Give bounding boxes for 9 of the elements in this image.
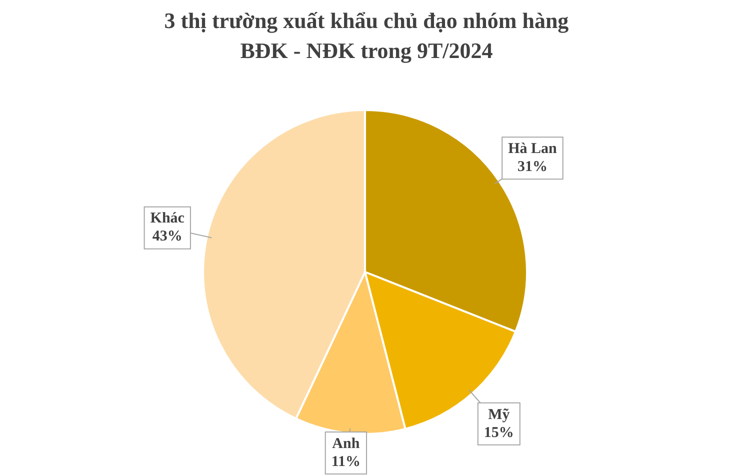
slice-label: Hà Lan xyxy=(508,141,558,158)
slice-label: Anh xyxy=(332,436,360,452)
data-label: 31% xyxy=(517,159,548,176)
data-label: 15% xyxy=(484,424,514,441)
data-label: 11% xyxy=(331,454,361,470)
data-label: 43% xyxy=(152,228,182,245)
slice-label: Mỹ xyxy=(488,406,510,423)
chart-title: 3 thị trường xuất khẩu chủ đạo nhóm hàng BĐK - NĐK trong 9T/2024 xyxy=(163,7,570,65)
slice-label: Khác xyxy=(150,210,185,227)
